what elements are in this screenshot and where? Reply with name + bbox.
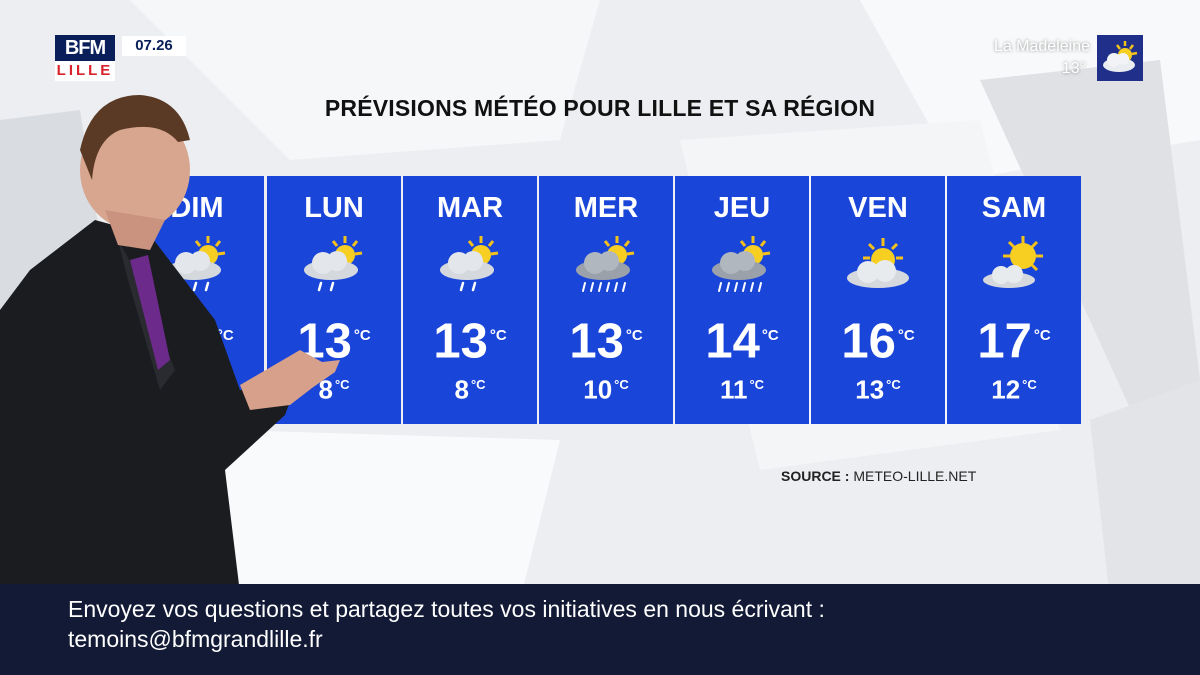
ticker-email: temoins@bfmgrandlille.fr [68, 626, 323, 652]
day-label: MER [573, 192, 639, 224]
sun-behind-cloud-icon [847, 238, 909, 288]
sun-behind-cloud-icon [1097, 35, 1143, 81]
day-label: SAM [981, 192, 1047, 224]
max-temperature: 13 °C [433, 314, 507, 369]
max-temperature: 14°C [705, 314, 779, 369]
forecast-card-mar: MAR 13 °C 8 °C [403, 176, 537, 424]
logo-lille: LILLE [55, 61, 115, 81]
forecast-card-mer: MER 13 °C 10 °C [539, 176, 673, 424]
presenter [0, 95, 340, 675]
forecast-card-ven: VEN 16 °C 13 °C [811, 176, 945, 424]
min-temperature: 10°C [583, 374, 629, 405]
current-temperature: 13° [1061, 60, 1086, 77]
logo-bfm: BFM [55, 35, 115, 61]
sun-cloud-rain-icon [304, 236, 363, 292]
sun-cloud-rain-icon [440, 236, 499, 292]
min-temperature: 8 °C [318, 374, 350, 405]
max-temperature: 16 °C [841, 314, 915, 369]
forecast-card-sam: SAM 17 °C 12 °C [947, 176, 1081, 424]
current-location: La Madeleine [993, 38, 1090, 55]
forecast-title: PRÉVISIONS MÉTÉO POUR LILLE ET SA RÉGION [324, 95, 876, 121]
forecast-card-jeu: JEU 14 °C 11 °C [675, 176, 809, 424]
day-label: JEU [713, 192, 771, 224]
forecast-card-lun: LUN 13 °C 8 °C [267, 176, 401, 424]
day-label: MAR [436, 192, 504, 224]
sun-cloud-heavy-rain-icon [576, 236, 635, 292]
max-temperature: 13 °C [569, 314, 643, 369]
max-temperature: 17 °C [977, 314, 1051, 369]
data-source: SOURCE : METEO-LILLE.NET [781, 468, 977, 484]
day-label: LUN [304, 192, 364, 224]
min-temperature: 8 °C [454, 374, 486, 405]
channel-logo: BFM LILLE [55, 35, 115, 81]
min-temperature: 13 °C [855, 374, 901, 405]
sun-small-cloud-icon [983, 236, 1043, 288]
news-ticker: Envoyez vos questions et partagez toutes… [0, 584, 1200, 675]
min-temperature: 11 °C [719, 374, 765, 405]
clock: 07.26 [122, 36, 186, 56]
day-label: VEN [848, 192, 908, 224]
min-temperature: 12 °C [991, 374, 1037, 405]
sun-cloud-heavy-rain-icon [712, 236, 771, 292]
ticker-message: Envoyez vos questions et partagez toutes… [68, 596, 825, 622]
